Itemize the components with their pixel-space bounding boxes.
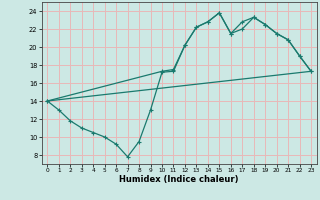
X-axis label: Humidex (Indice chaleur): Humidex (Indice chaleur) xyxy=(119,175,239,184)
